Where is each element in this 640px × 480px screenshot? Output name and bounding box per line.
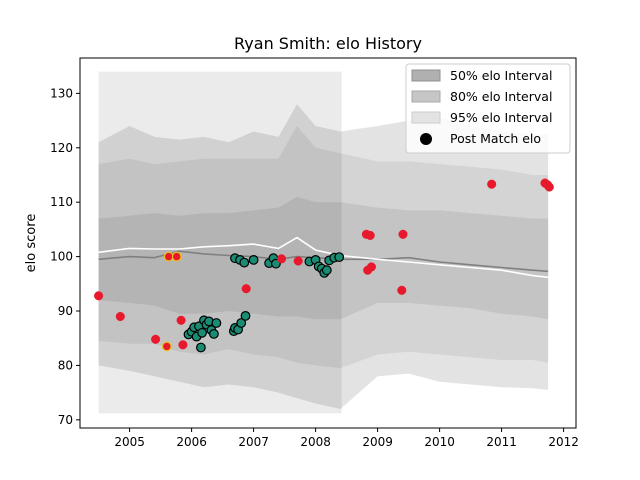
- y-axis: 70 80 90 100 110 120 130: [50, 86, 80, 427]
- match-point-loss: [94, 291, 104, 301]
- x-tick-label: 2009: [362, 435, 393, 449]
- chart-title: Ryan Smith: elo History: [234, 34, 422, 53]
- match-point-loss: [398, 229, 408, 239]
- match-point-win: [239, 257, 250, 268]
- legend-label-post-match: Post Match elo: [450, 131, 541, 146]
- match-point-loss: [366, 262, 376, 272]
- x-tick-label: 2006: [176, 435, 207, 449]
- match-point-loss: [487, 179, 497, 189]
- y-tick-label: 80: [58, 358, 73, 372]
- match-point-win: [236, 318, 247, 328]
- y-tick-label: 120: [50, 141, 73, 155]
- x-axis: 2005 2006 2007 2008 2009 2010 2011 2012: [114, 428, 579, 449]
- match-point-win: [195, 342, 206, 353]
- post-match-points: [94, 178, 554, 353]
- match-point-win: [208, 329, 219, 339]
- y-tick-label: 130: [50, 86, 73, 100]
- median-elo-line: [98, 236, 549, 279]
- match-point-loss: [178, 340, 188, 350]
- legend-label-50: 50% elo Interval: [450, 68, 552, 83]
- legend-swatch-50: [411, 69, 441, 82]
- match-point-win: [334, 252, 345, 263]
- x-tick-label: 2010: [424, 435, 455, 449]
- match-point-loss: [365, 230, 375, 240]
- match-point-draw: [163, 251, 174, 262]
- legend-swatch-80: [411, 90, 441, 103]
- match-point-loss: [176, 315, 186, 325]
- match-point-win: [211, 318, 222, 328]
- x-tick-label: 2011: [486, 435, 517, 449]
- match-point-loss: [115, 311, 125, 322]
- match-point-loss: [397, 285, 407, 295]
- match-point-draw: [161, 341, 172, 352]
- match-point-loss: [241, 284, 251, 294]
- y-tick-label: 70: [58, 413, 73, 427]
- legend: 50% elo Interval 80% elo Interval 95% el…: [405, 63, 571, 154]
- x-tick-label: 2012: [548, 435, 579, 449]
- x-tick-label: 2005: [114, 435, 145, 449]
- match-point-win: [197, 327, 208, 338]
- x-tick-label: 2008: [300, 435, 331, 449]
- legend-box: [405, 63, 571, 154]
- match-point-loss: [151, 334, 161, 344]
- legend-label-80: 80% elo Interval: [450, 89, 552, 104]
- legend-label-95: 95% elo Interval: [450, 110, 552, 125]
- x-tick-label: 2007: [238, 435, 269, 449]
- match-point-win: [248, 254, 259, 265]
- match-point-loss: [293, 256, 303, 266]
- plot-frame: [79, 57, 577, 429]
- y-axis-label: elo score: [24, 214, 39, 273]
- historical-region: [98, 71, 342, 414]
- match-point-win: [321, 265, 332, 276]
- legend-swatch-95: [411, 111, 441, 124]
- y-tick-label: 100: [50, 250, 73, 264]
- legend-marker-post-match: [420, 133, 432, 145]
- match-point-draw: [171, 251, 182, 262]
- y-tick-label: 90: [58, 304, 73, 318]
- match-point-loss: [276, 254, 287, 264]
- match-point-win: [240, 311, 251, 321]
- match-point-loss: [544, 182, 554, 192]
- y-tick-label: 110: [50, 195, 73, 209]
